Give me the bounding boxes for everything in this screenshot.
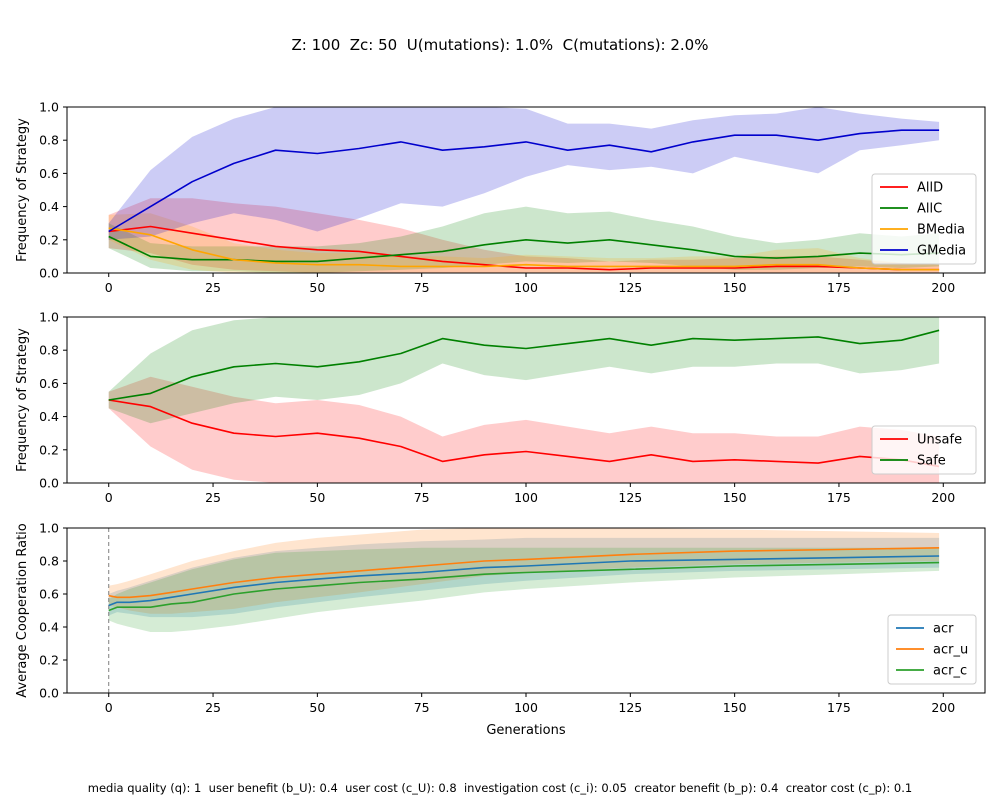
y-tick-label: 0.8 bbox=[39, 343, 59, 358]
series-line-acr_c bbox=[108, 561, 940, 612]
plot-area bbox=[108, 107, 940, 273]
legend-label: Safe bbox=[917, 454, 946, 469]
x-tick-label: 200 bbox=[931, 490, 955, 505]
x-tick-label: 125 bbox=[618, 700, 642, 715]
legend: AllD AllC BMedia GMedia bbox=[871, 173, 977, 265]
band-gmedia bbox=[108, 107, 940, 240]
legend: acr acr_u acr_c bbox=[887, 614, 977, 685]
series-line-safe bbox=[108, 329, 940, 401]
legend: Unsafe Safe bbox=[871, 425, 977, 475]
x-tick-label: 50 bbox=[309, 700, 325, 715]
y-tick-label: 0.4 bbox=[39, 409, 59, 424]
x-tick-label: 175 bbox=[827, 280, 851, 295]
y-tick-label: 0.4 bbox=[39, 620, 59, 635]
x-tick-label: 200 bbox=[931, 700, 955, 715]
legend-label: acr_c bbox=[933, 664, 967, 679]
y-tick-label: 0.0 bbox=[39, 266, 59, 281]
legend-label: AllC bbox=[917, 202, 942, 217]
x-tick-label: 25 bbox=[205, 700, 221, 715]
x-tick-label: 0 bbox=[105, 490, 113, 505]
x-tick-label: 125 bbox=[618, 280, 642, 295]
band-unsafe bbox=[108, 376, 940, 483]
series-line-alld bbox=[108, 225, 940, 271]
panel-strategies: 0 25 50 75 100 125 150 175 200 0.0 0.2 0.4 0.6 0.8 1.0… bbox=[15, 100, 986, 295]
y-tick-label: 0.0 bbox=[39, 476, 59, 491]
x-tick-label: 50 bbox=[309, 280, 325, 295]
band-bmedia bbox=[108, 213, 940, 273]
x-tick-label: 25 bbox=[205, 490, 221, 505]
legend-box bbox=[871, 173, 977, 265]
legend-label: GMedia bbox=[917, 244, 966, 259]
x-tick-label: 175 bbox=[827, 490, 851, 505]
x-tick-label: 100 bbox=[514, 700, 538, 715]
y-tick-label: 0.2 bbox=[39, 442, 59, 457]
x-tick-label: 150 bbox=[723, 280, 747, 295]
y-tick-label: 0.4 bbox=[39, 199, 59, 214]
legend-label: AllD bbox=[917, 181, 943, 196]
band-acr_u bbox=[108, 528, 940, 614]
y-tick-label: 0.2 bbox=[39, 653, 59, 668]
legend-label: BMedia bbox=[917, 223, 965, 238]
figure-footer: media quality (q): 1 user benefit (b_U):… bbox=[87, 781, 913, 795]
legend-box bbox=[871, 425, 977, 475]
band-alld bbox=[108, 198, 940, 273]
band-safe bbox=[108, 317, 940, 424]
x-tick-label: 175 bbox=[827, 700, 851, 715]
y-axis-label: Frequency of Strategy bbox=[15, 118, 30, 262]
series-line-bmedia bbox=[108, 227, 940, 271]
legend-label: Unsafe bbox=[917, 433, 962, 448]
x-tick-label: 200 bbox=[931, 280, 955, 295]
legend-label: acr_u bbox=[933, 643, 968, 658]
x-tick-label: 75 bbox=[414, 490, 430, 505]
x-tick-label: 125 bbox=[618, 490, 642, 505]
x-axis-label: Generations bbox=[486, 723, 566, 738]
band-acr_c bbox=[108, 547, 940, 632]
x-tick-label: 150 bbox=[723, 700, 747, 715]
x-tick-label: 0 bbox=[105, 280, 113, 295]
legend-label: acr bbox=[933, 622, 954, 637]
x-tick-label: 100 bbox=[514, 280, 538, 295]
y-tick-label: 0.8 bbox=[39, 133, 59, 148]
x-tick-label: 75 bbox=[414, 280, 430, 295]
x-tick-label: 25 bbox=[205, 280, 221, 295]
panel-safety: 0 25 50 75 100 125 150 175 200 0.0 0.2 0.4 0.6 0.8 1.0… bbox=[15, 310, 986, 505]
plot-area bbox=[108, 528, 940, 693]
y-tick-label: 0.6 bbox=[39, 376, 59, 391]
y-tick-label: 1.0 bbox=[39, 100, 59, 115]
series-line-acr bbox=[108, 555, 940, 607]
y-tick-label: 1.0 bbox=[39, 310, 59, 325]
y-tick-label: 0.8 bbox=[39, 554, 59, 569]
y-tick-label: 0.0 bbox=[39, 686, 59, 701]
x-tick-label: 50 bbox=[309, 490, 325, 505]
y-axis-label: Frequency of Strategy bbox=[15, 328, 30, 472]
series-line-unsafe bbox=[108, 399, 940, 468]
y-axis-label: Average Cooperation Ratio bbox=[15, 523, 30, 698]
y-tick-label: 0.6 bbox=[39, 166, 59, 181]
x-tick-label: 75 bbox=[414, 700, 430, 715]
x-tick-label: 100 bbox=[514, 490, 538, 505]
y-tick-label: 1.0 bbox=[39, 521, 59, 536]
plot-area bbox=[108, 317, 940, 483]
figure-title: Z: 100 Zc: 50 U(mutations): 1.0% C(mutat… bbox=[291, 36, 709, 54]
legend-box bbox=[887, 614, 977, 685]
y-tick-label: 0.2 bbox=[39, 232, 59, 247]
band-acr bbox=[108, 537, 940, 618]
y-tick-label: 0.6 bbox=[39, 587, 59, 602]
panel-cooperation: 0 25 50 75 100 125 150 175 200 0.0 0.2 0.4 0.6 0.8 1.0… bbox=[15, 521, 986, 738]
x-tick-label: 0 bbox=[105, 700, 113, 715]
x-tick-label: 150 bbox=[723, 490, 747, 505]
series-line-gmedia bbox=[108, 129, 940, 233]
series-line-acr_u bbox=[108, 547, 940, 599]
